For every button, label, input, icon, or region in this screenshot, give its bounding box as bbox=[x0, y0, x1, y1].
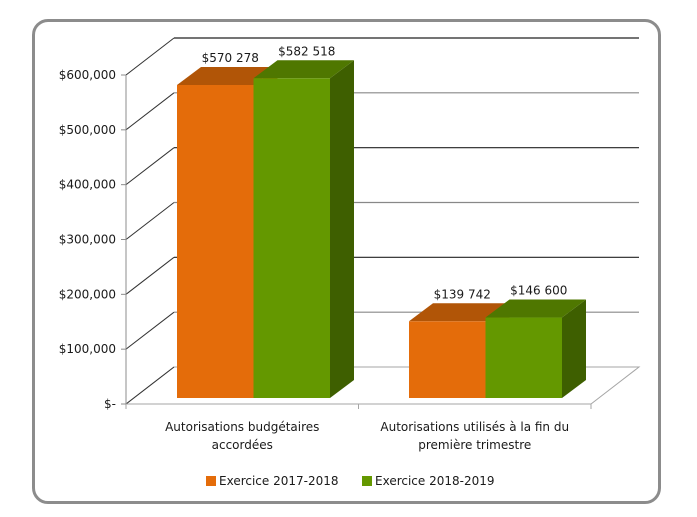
bar-top bbox=[485, 299, 586, 318]
y-tick-label: $400,000 bbox=[59, 178, 116, 192]
data-label: $146 600 bbox=[510, 284, 567, 298]
bar bbox=[253, 60, 354, 398]
y-tick-label: $300,000 bbox=[59, 233, 116, 247]
category-label: Autorisations utilisés à la fin du bbox=[380, 420, 569, 434]
gridline-side bbox=[125, 202, 175, 240]
gridline-side bbox=[125, 366, 175, 405]
category-label: Autorisations budgétaires bbox=[165, 420, 319, 434]
bar-front bbox=[177, 85, 254, 398]
data-labels: $570 278 $139 742 $582 518 $146 600 bbox=[202, 44, 568, 301]
bar-front bbox=[409, 321, 486, 398]
y-tick-label: $500,000 bbox=[59, 123, 116, 137]
category-label: accordées bbox=[212, 438, 273, 452]
data-label: $570 278 bbox=[202, 51, 259, 65]
bar-top bbox=[409, 303, 510, 322]
bar bbox=[485, 299, 586, 398]
data-label: $139 742 bbox=[434, 287, 491, 301]
gridline-side bbox=[125, 37, 175, 76]
gridline-side bbox=[125, 256, 175, 295]
category-labels: Autorisations budgétaires accordées Autori… bbox=[165, 420, 569, 452]
bar-front bbox=[485, 317, 562, 398]
gridline-side bbox=[125, 147, 175, 186]
bar-side bbox=[330, 60, 354, 398]
category-label: première trimestre bbox=[418, 438, 531, 452]
legend-label: Exercice 2017-2018 bbox=[219, 474, 339, 488]
y-tick-label: $200,000 bbox=[59, 287, 116, 301]
gridline-side bbox=[125, 92, 175, 131]
data-label: $582 518 bbox=[278, 44, 335, 58]
bars bbox=[177, 60, 586, 398]
bar-front bbox=[253, 78, 330, 398]
y-tick-label: $600,000 bbox=[59, 68, 116, 82]
legend-swatch bbox=[362, 476, 372, 486]
legend: Exercice 2017-2018 Exercice 2018-2019 bbox=[206, 474, 495, 488]
y-tick-label: $- bbox=[104, 397, 116, 411]
y-tick-label: $100,000 bbox=[59, 342, 116, 356]
gridline-side bbox=[125, 311, 175, 350]
bar-top bbox=[177, 67, 278, 85]
legend-label: Exercice 2018-2019 bbox=[375, 474, 495, 488]
legend-swatch bbox=[206, 476, 216, 486]
y-axis-ticks: $- $100,000 $200,000 $300,000 $400,000 $500,0… bbox=[59, 68, 126, 411]
bar-side bbox=[562, 299, 586, 398]
bar-top bbox=[253, 60, 354, 79]
